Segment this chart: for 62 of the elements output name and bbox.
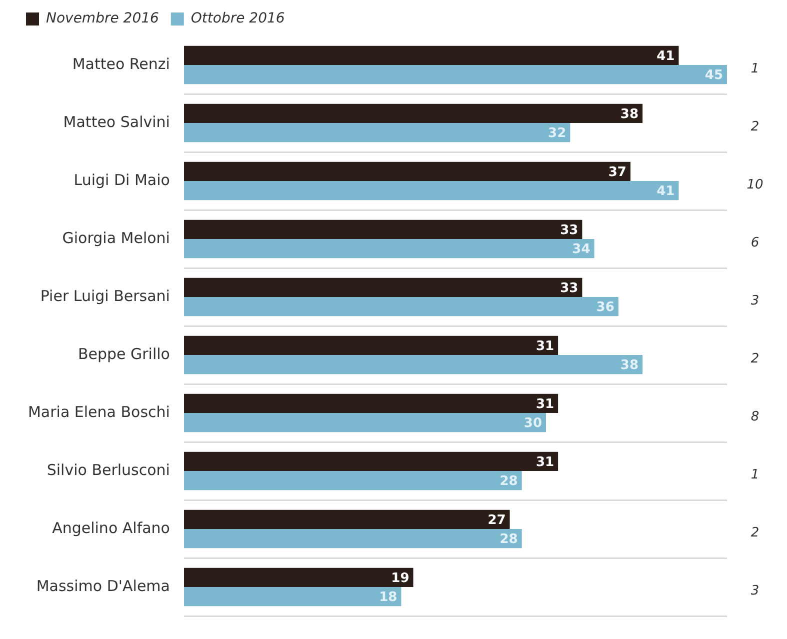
bar — [184, 162, 630, 181]
text: 1 — [750, 61, 760, 76]
y-tick-label: Pier Luigi Bersani — [40, 286, 170, 305]
data-label: 38 — [620, 106, 639, 122]
bar — [184, 297, 618, 316]
y-tick-label: Angelino Alfano — [52, 518, 170, 537]
bar — [184, 471, 522, 490]
data-label: 33 — [560, 280, 578, 296]
data-label: 34 — [572, 242, 590, 257]
bar — [184, 355, 643, 374]
bar — [184, 587, 402, 606]
text: 2 — [750, 525, 760, 540]
text: 6 — [750, 235, 760, 250]
bar — [184, 181, 679, 200]
text: 3 — [750, 583, 760, 598]
data-label: 38 — [620, 358, 639, 373]
bar — [184, 336, 558, 355]
bar — [184, 239, 594, 258]
data-label: 31 — [536, 454, 554, 470]
data-label: 30 — [524, 416, 542, 431]
text: 2 — [750, 351, 760, 366]
data-label: 37 — [608, 164, 626, 180]
bar — [184, 510, 510, 529]
data-label: 27 — [488, 512, 506, 528]
bar — [184, 529, 522, 548]
bar — [184, 104, 643, 123]
y-tick-label: Beppe Grillo — [78, 344, 170, 363]
y-tick-label: Massimo D'Alema — [36, 576, 170, 595]
data-label: 31 — [536, 396, 554, 412]
data-label: 41 — [656, 184, 675, 199]
y-tick-label: Matteo Salvini — [63, 112, 170, 131]
data-label: 32 — [548, 126, 566, 141]
bar — [184, 46, 679, 65]
text: 10 — [746, 177, 764, 192]
y-tick-label: Luigi Di Maio — [74, 170, 170, 189]
data-label: 41 — [656, 48, 675, 64]
bar — [184, 278, 582, 297]
bar — [184, 65, 727, 84]
y-tick-label: Giorgia Meloni — [62, 228, 170, 247]
y-tick-label: Maria Elena Boschi — [28, 402, 170, 421]
data-label: 28 — [500, 474, 518, 489]
text: 3 — [750, 293, 760, 308]
bar — [184, 452, 558, 471]
text: 8 — [750, 409, 760, 424]
bar — [184, 220, 582, 239]
data-label: 45 — [704, 68, 723, 83]
bar — [184, 568, 414, 587]
bar — [184, 413, 546, 432]
text: 1 — [750, 467, 760, 482]
data-label: 18 — [379, 590, 398, 605]
legend-label: Ottobre 2016 — [190, 10, 285, 27]
legend-label: Novembre 2016 — [46, 10, 159, 27]
bar — [184, 394, 558, 413]
text: 2 — [750, 119, 760, 134]
data-label: 28 — [500, 532, 518, 547]
data-label: 33 — [560, 222, 578, 238]
y-tick-label: Matteo Renzi — [72, 54, 170, 73]
y-tick-label: Silvio Berlusconi — [46, 460, 170, 479]
data-label: 36 — [596, 300, 614, 315]
data-label: 19 — [391, 570, 410, 586]
bar — [184, 123, 570, 142]
data-label: 31 — [536, 338, 554, 354]
